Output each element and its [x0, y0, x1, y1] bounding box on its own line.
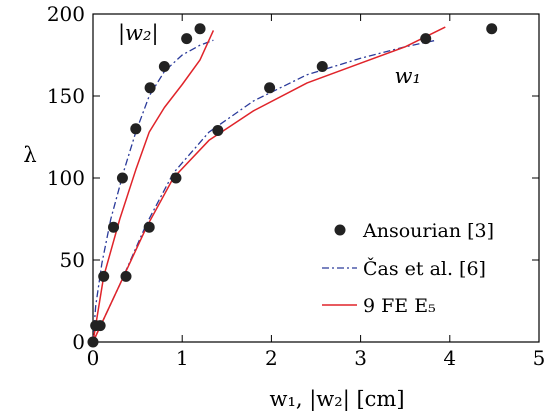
- data-point: [87, 336, 99, 348]
- data-point: [264, 82, 276, 94]
- data-point: [130, 123, 142, 135]
- series-2-curve-0: [92, 30, 215, 343]
- plot-frame: [92, 13, 540, 343]
- x-tick-label: 1: [176, 346, 189, 370]
- data-point: [181, 33, 193, 45]
- x-tick-label: 0: [87, 346, 100, 370]
- annotation-w2: |w₂|: [118, 21, 159, 46]
- data-point: [108, 221, 120, 233]
- y-axis-label: λ: [23, 143, 36, 167]
- data-point: [120, 270, 132, 282]
- y-tick-label: 150: [47, 84, 85, 108]
- legend-label-ansourian: Ansourian [3]: [362, 220, 494, 242]
- legend-label-fe: 9 FE E₅: [363, 295, 436, 317]
- y-tick-label: 100: [47, 166, 85, 190]
- y-tick-label: 50: [60, 248, 85, 272]
- data-point: [316, 60, 328, 72]
- x-tick-label: 4: [443, 346, 456, 370]
- data-point: [420, 33, 432, 45]
- x-axis-label: w₁, |w₂| [cm]: [269, 387, 404, 412]
- points-layer: [87, 23, 498, 348]
- data-point: [212, 124, 224, 136]
- data-point: [116, 172, 128, 184]
- data-point: [170, 172, 182, 184]
- data-point: [98, 270, 110, 282]
- data-point: [94, 320, 106, 332]
- legend-label-cas: Čas et al. [6]: [363, 257, 486, 280]
- legend-marker-ansourian: [334, 224, 346, 236]
- data-point: [194, 23, 206, 35]
- x-tick-label: 3: [354, 346, 367, 370]
- y-tick-label: 200: [47, 2, 85, 26]
- data-point: [143, 221, 155, 233]
- annotation-w1: w₁: [394, 64, 420, 88]
- data-point: [158, 60, 170, 72]
- x-tick-label: 2: [265, 346, 278, 370]
- series-2-curve-1: [92, 26, 446, 343]
- data-point: [144, 82, 156, 94]
- legend: Ansourian [3] Čas et al. [6] 9 FE E₅: [322, 220, 494, 317]
- y-tick-label: 0: [72, 330, 85, 354]
- x-tick-label: 5: [533, 346, 546, 370]
- data-point: [486, 23, 498, 35]
